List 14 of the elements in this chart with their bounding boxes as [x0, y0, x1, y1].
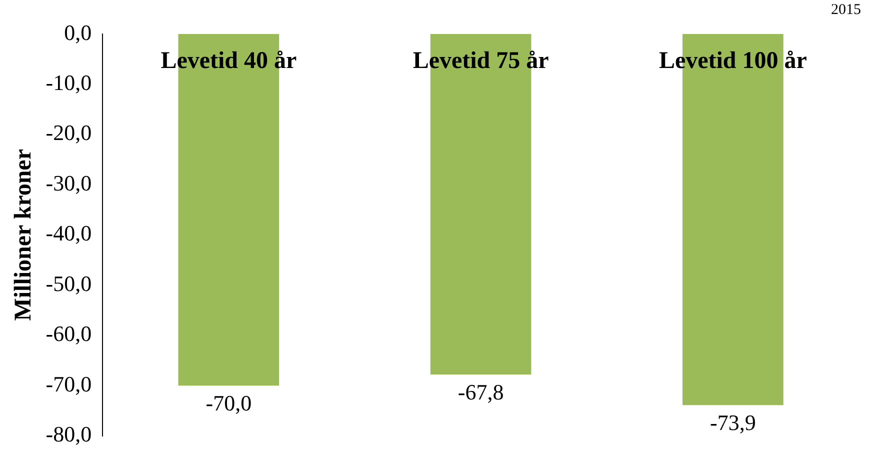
y-tick-label: -80,0	[46, 422, 92, 447]
y-tick-label: 0,0	[64, 20, 92, 45]
y-axis-title: Millioner kroner	[10, 148, 37, 321]
y-tick-label: -70,0	[46, 371, 92, 396]
text: 2015	[831, 2, 861, 19]
y-tick-label: -50,0	[46, 270, 92, 296]
data-label: -70,0	[206, 390, 252, 416]
y-tick-label: -40,0	[46, 220, 92, 246]
data-label: -67,8	[458, 379, 504, 404]
y-tick-label: -60,0	[46, 321, 92, 346]
y-tick-label: -30,0	[46, 170, 92, 196]
data-label: -73,9	[710, 410, 756, 435]
y-tick-label: -20,0	[46, 120, 92, 146]
y-tick-label: -10,0	[46, 70, 92, 96]
